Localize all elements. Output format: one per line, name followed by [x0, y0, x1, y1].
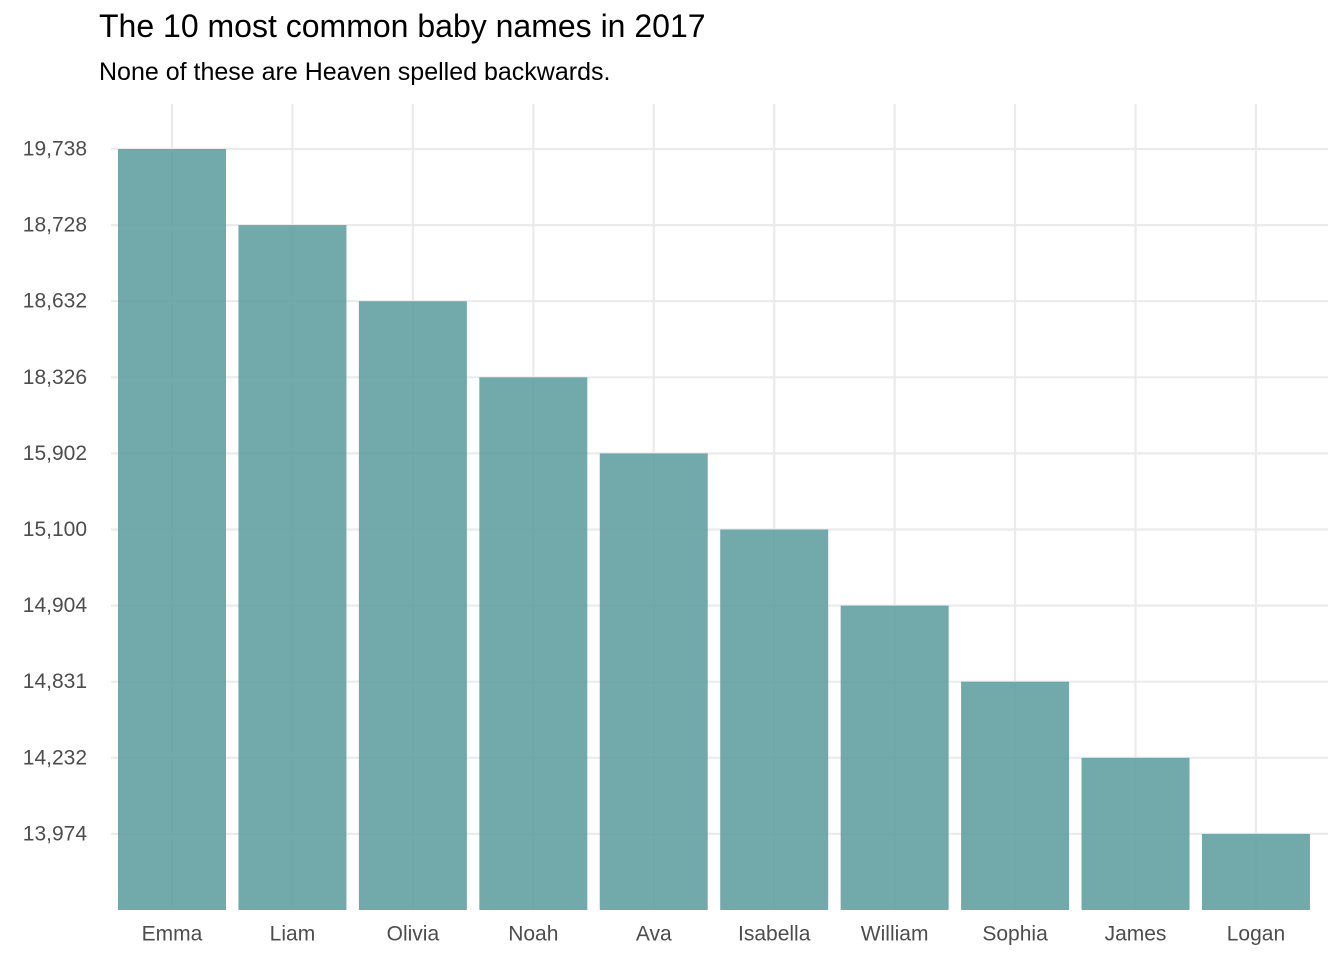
chart-subtitle: None of these are Heaven spelled backwar… — [99, 58, 611, 86]
y-tick-label: 15,902 — [23, 442, 87, 465]
x-tick-label: Sophia — [982, 923, 1048, 946]
bar-sophia — [961, 681, 1070, 910]
x-tick-label: Ava — [636, 923, 672, 946]
y-tick-label: 19,738 — [23, 138, 87, 161]
x-tick-label: Emma — [142, 923, 203, 946]
chart-title: The 10 most common baby names in 2017 — [99, 8, 706, 44]
x-tick-label: Olivia — [387, 923, 440, 946]
y-tick-label: 18,728 — [23, 214, 87, 237]
bar-william — [840, 605, 949, 910]
x-axis-tick-labels: Emma Liam Olivia Noah Ava Isabella William Soph… — [142, 923, 1286, 946]
x-tick-label: Logan — [1227, 923, 1285, 946]
x-tick-label: Isabella — [738, 923, 811, 946]
y-axis-tick-labels: 19,738 18,728 18,632 18,326 15,902 15,100 14,9… — [23, 138, 88, 846]
x-tick-label: James — [1105, 923, 1167, 946]
y-tick-label: 18,326 — [23, 366, 87, 389]
x-tick-label: William — [861, 923, 929, 946]
y-tick-label: 14,831 — [23, 670, 87, 693]
bar-olivia — [358, 301, 467, 910]
bar-emma — [118, 149, 226, 910]
y-tick-label: 15,100 — [23, 518, 87, 541]
y-tick-label: 18,632 — [23, 290, 87, 313]
bar-ava — [599, 453, 708, 910]
y-tick-label: 14,232 — [23, 746, 87, 769]
y-tick-label: 14,904 — [23, 594, 88, 617]
bar-noah — [479, 377, 588, 910]
bars — [118, 149, 1310, 911]
y-tick-label: 13,974 — [23, 822, 88, 845]
bar-liam — [238, 225, 347, 911]
x-tick-label: Noah — [508, 923, 558, 946]
bar-isabella — [720, 529, 829, 910]
bar-james — [1081, 757, 1190, 910]
x-tick-label: Liam — [270, 923, 316, 946]
bar-logan — [1201, 833, 1310, 910]
